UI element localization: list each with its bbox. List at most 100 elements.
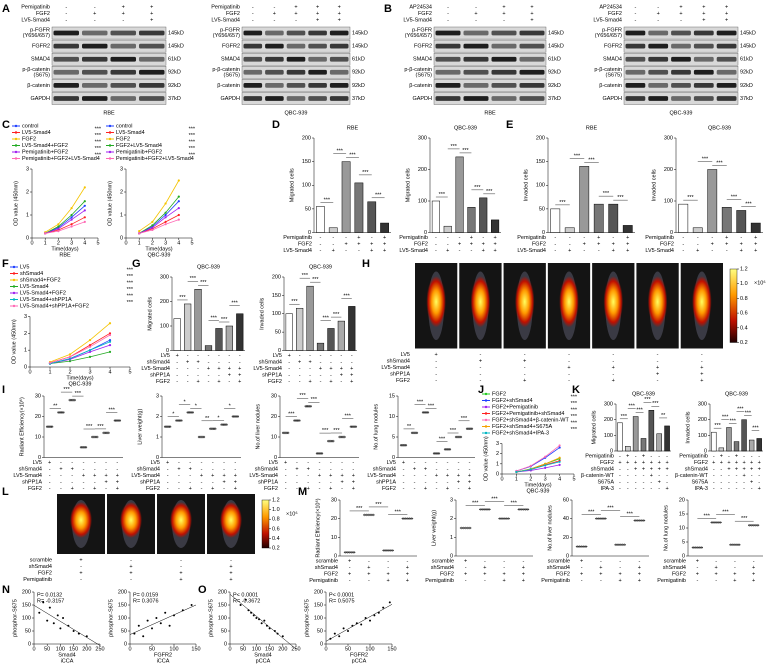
protein-band bbox=[625, 30, 646, 36]
data-dot bbox=[94, 435, 98, 439]
signal-glow bbox=[70, 502, 92, 538]
condition-label: scramble bbox=[548, 558, 570, 564]
condition-mark: + bbox=[735, 466, 738, 472]
condition-mark: + bbox=[228, 366, 231, 372]
condition-label: LV5 bbox=[151, 460, 160, 466]
condition-mark: - bbox=[480, 352, 482, 358]
x-tick-label: 0 bbox=[124, 240, 127, 246]
bar bbox=[236, 313, 244, 351]
scatter-point bbox=[377, 611, 380, 614]
legend-marker bbox=[484, 399, 488, 402]
y-tick-label: 200 bbox=[218, 589, 227, 595]
y-tick-label: 1 bbox=[26, 212, 29, 218]
band-size: 37kD bbox=[548, 96, 561, 102]
y-axis-label: No.of liver nodules bbox=[547, 505, 553, 551]
condition-label: Pemigatinib bbox=[399, 235, 428, 241]
condition-mark: + bbox=[357, 235, 360, 241]
sig-label: *** bbox=[189, 146, 196, 152]
y-tick-label: 3 bbox=[120, 166, 123, 172]
condition-mark: + bbox=[189, 486, 192, 492]
data-dot bbox=[234, 415, 237, 418]
protein-band bbox=[139, 30, 165, 36]
sig-label: *** bbox=[450, 428, 457, 434]
data-dot bbox=[187, 411, 191, 414]
sig-label: *** bbox=[288, 412, 295, 418]
band-label: p-β-catenin bbox=[404, 67, 432, 73]
condition-mark: - bbox=[319, 466, 321, 472]
bar bbox=[306, 285, 314, 351]
sig-label: *** bbox=[86, 424, 93, 430]
y-tick-label: 0 bbox=[24, 364, 27, 370]
condition-mark: - bbox=[715, 578, 717, 584]
scatter-point bbox=[338, 635, 341, 638]
condition-mark: + bbox=[597, 241, 600, 247]
protein-band bbox=[519, 96, 545, 101]
data-dot bbox=[84, 446, 88, 449]
x-tick-label: 200 bbox=[82, 646, 91, 652]
condition-mark: + bbox=[329, 486, 332, 492]
data-dot bbox=[236, 415, 240, 418]
condition-mark: + bbox=[725, 235, 728, 241]
bar bbox=[194, 289, 202, 351]
condition-mark: + bbox=[530, 4, 533, 10]
data-dot bbox=[165, 425, 168, 428]
band-label: (S675) bbox=[415, 72, 432, 78]
condition-mark: + bbox=[229, 564, 232, 570]
condition-mark: - bbox=[320, 353, 322, 359]
legend-marker bbox=[12, 285, 16, 288]
sig-label: *** bbox=[189, 133, 196, 139]
condition-mark: + bbox=[752, 565, 755, 571]
series-point bbox=[70, 216, 73, 219]
condition-mark: - bbox=[554, 248, 556, 254]
band-size: 92kD bbox=[548, 83, 561, 89]
sig-label: *** bbox=[322, 428, 329, 434]
protein-band bbox=[139, 69, 165, 75]
protein-band bbox=[435, 30, 461, 36]
data-dot bbox=[45, 425, 49, 428]
sig-label: *** bbox=[714, 423, 721, 429]
band-size: 61kD bbox=[352, 57, 365, 63]
condition-mark: + bbox=[715, 571, 718, 577]
y-tick-label: 5 bbox=[682, 539, 685, 545]
sig-label: *** bbox=[95, 126, 102, 132]
condition-label: FGF2 bbox=[608, 11, 622, 17]
signal-glow bbox=[120, 502, 142, 538]
band-size: 145kD bbox=[548, 30, 564, 36]
condition-mark: - bbox=[340, 379, 342, 385]
series-point bbox=[164, 213, 167, 217]
condition-mark: + bbox=[348, 571, 351, 577]
y-tick-label: 1 bbox=[24, 348, 27, 354]
x-tick-label: 250 bbox=[95, 646, 104, 652]
condition-mark: - bbox=[713, 466, 715, 472]
series-point bbox=[529, 464, 532, 467]
band-label: β-catenin bbox=[599, 83, 622, 89]
condition-mark: - bbox=[178, 460, 180, 466]
condition-mark: - bbox=[751, 473, 753, 479]
condition-mark: - bbox=[657, 378, 659, 384]
condition-mark: + bbox=[522, 578, 525, 584]
band-size: 145kD bbox=[740, 44, 756, 50]
series-line bbox=[44, 187, 86, 233]
band-label: p-FGFR bbox=[220, 28, 240, 34]
condition-mark: - bbox=[187, 353, 189, 359]
protein-band bbox=[329, 30, 349, 36]
data-dot bbox=[113, 419, 117, 422]
scatter-point bbox=[155, 617, 158, 619]
band-size: 37kD bbox=[740, 96, 753, 102]
condition-mark: - bbox=[228, 379, 230, 385]
bar bbox=[678, 203, 689, 233]
condition-mark: - bbox=[581, 578, 583, 584]
condition-mark: + bbox=[523, 378, 526, 384]
protein-band bbox=[243, 83, 263, 88]
x-tick-label: 0 bbox=[28, 369, 31, 375]
y-tick-label: 0 bbox=[450, 553, 453, 559]
protein-band bbox=[329, 43, 349, 49]
sig-label: *** bbox=[189, 152, 196, 158]
condition-mark: - bbox=[697, 235, 699, 241]
condition-mark: - bbox=[458, 460, 460, 466]
sig-label: *** bbox=[716, 160, 723, 166]
scatter-point bbox=[59, 627, 62, 630]
y-tick-label: 150 bbox=[218, 602, 227, 608]
condition-mark: - bbox=[285, 473, 287, 479]
condition-mark: - bbox=[299, 366, 301, 372]
